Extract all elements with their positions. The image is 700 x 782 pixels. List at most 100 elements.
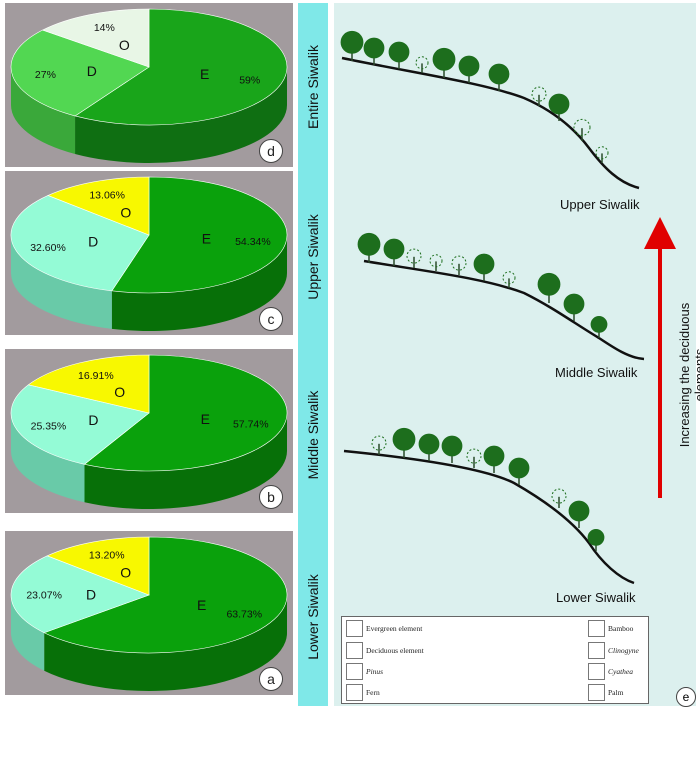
slice-pct-O: 14%: [94, 22, 115, 34]
slice-code-O: O: [119, 37, 130, 53]
pie-panel-d: E 59% D 27% O 14% d: [5, 3, 293, 167]
pie-slice-D: [10, 195, 150, 292]
bamboo-icon: [588, 620, 605, 637]
terrain-lower: [343, 449, 635, 585]
slice-pct-D: 23.07%: [26, 589, 62, 601]
panel-badge-c: c: [259, 307, 283, 331]
evergreen-tree: [388, 41, 410, 63]
evergreen-tree: [590, 315, 608, 333]
evergreen-tree: [508, 457, 530, 479]
deciduous-tree: [429, 254, 443, 268]
pie-panel-c: E 54.34% D 32.60% O 13.06% c: [5, 171, 293, 335]
legend-fern: Fern: [366, 688, 380, 697]
evergreen-tree: [340, 30, 364, 54]
terrain-middle: [363, 259, 645, 361]
slice-pct-O: 13.06%: [89, 190, 125, 202]
terrain-upper: [341, 56, 640, 190]
slice-pct-E: 59%: [239, 74, 260, 86]
slice-code-O: O: [120, 205, 131, 221]
scene-label-upper: Upper Siwalik: [560, 197, 640, 212]
strip-label-lower: Lower Siwalik: [305, 574, 321, 660]
slice-pct-O: 16.91%: [78, 370, 114, 382]
legend-evergreen: Evergreen element: [366, 624, 423, 633]
evergreen-tree: [548, 93, 570, 115]
pie-slice-E: [111, 176, 288, 294]
scene-label-middle: Middle Siwalik: [555, 365, 638, 380]
fern-icon: [346, 684, 363, 701]
slice-pct-D: 25.35%: [31, 421, 67, 433]
pie-slice-E: [83, 354, 288, 472]
tree-group: [340, 30, 609, 551]
deciduous-tree: [573, 118, 591, 136]
deciduous-tree-icon: [346, 642, 363, 659]
panel-badge-d: d: [259, 139, 283, 163]
pie-side-E: [84, 413, 288, 509]
evergreen-tree: [563, 293, 585, 315]
slice-code-D: D: [86, 587, 96, 603]
pie-chart-c: E 54.34% D 32.60% O 13.06%: [10, 176, 288, 331]
pie-slice-E: [74, 8, 288, 126]
evergreen-tree: [357, 232, 381, 256]
slice-code-E: E: [201, 411, 210, 427]
clinogyne-icon: [588, 642, 605, 659]
slice-code-E: E: [197, 597, 206, 613]
scene-label-lower: Lower Siwalik: [556, 590, 636, 605]
pie-side-D: [11, 413, 85, 503]
pie-slice-O: [27, 354, 150, 414]
panel-badge-e: e: [676, 687, 696, 707]
pie-slice-E: [43, 536, 288, 654]
pie-side-D: [11, 595, 45, 671]
legend-bamboo: Bamboo: [608, 624, 634, 633]
slice-code-E: E: [202, 230, 211, 246]
pie-side-D: [11, 67, 76, 154]
pie-slice-D: [10, 384, 150, 465]
slice-pct-O: 13.20%: [89, 550, 125, 562]
slice-code-E: E: [200, 66, 209, 82]
slice-code-D: D: [88, 412, 98, 428]
deciduous-tree: [466, 448, 482, 464]
deciduous-tree: [502, 271, 516, 285]
legend-deciduous: Deciduous element: [366, 646, 424, 655]
evergreen-tree: [363, 37, 385, 59]
slice-pct-D: 32.60%: [30, 242, 66, 254]
evergreen-tree: [537, 272, 561, 296]
deciduous-tree: [415, 56, 429, 70]
pie-chart-a: E 63.73% D 23.07% O 13.20%: [10, 536, 288, 691]
pie-slice-D: [10, 29, 150, 117]
legend-palm: Palm: [608, 688, 624, 697]
evergreen-tree: [458, 55, 480, 77]
pie-panel-b: E 57.74% D 25.35% O 16.91% b: [5, 349, 293, 513]
pie-side-E: [111, 235, 287, 331]
evergreen-tree: [441, 435, 463, 457]
evergreen-tree: [473, 253, 495, 275]
pie-chart-b: E 57.74% D 25.35% O16.91%: [10, 354, 288, 509]
pie-chart-d: E 59% D 27% O 14%: [10, 8, 288, 163]
pie-slice-O: [47, 176, 150, 236]
slice-code-D: D: [88, 234, 98, 250]
pinus-icon: [346, 663, 363, 680]
slice-code-O: O: [114, 384, 125, 400]
evergreen-tree: [432, 47, 456, 71]
evergreen-tree-icon: [346, 620, 363, 637]
pie-panel-a: E 63.73% D 23.07% O 13.20% a: [5, 531, 293, 695]
slice-pct-E: 63.73%: [226, 608, 262, 620]
panel-badge-a: a: [259, 667, 283, 691]
palm-icon: [588, 684, 605, 701]
arrow-label: Increasing the deciduous elements: [677, 302, 700, 448]
legend: Evergreen element Deciduous element Pinu…: [341, 616, 649, 704]
evergreen-tree: [568, 500, 590, 522]
deciduous-tree: [551, 488, 567, 504]
evergreen-tree: [392, 427, 416, 451]
pie-slice-D: [10, 555, 150, 634]
vegetation-scenes: [340, 30, 676, 585]
evergreen-tree: [418, 433, 440, 455]
pie-side-E: [75, 67, 287, 163]
deciduous-tree: [371, 435, 387, 451]
deciduous-tree: [531, 86, 547, 102]
panel-badge-b: b: [259, 485, 283, 509]
legend-clinogyne: Clinogyne: [608, 646, 639, 655]
deciduous-tree: [451, 255, 467, 271]
slice-pct-D: 27%: [35, 69, 56, 81]
pie-side-D: [11, 235, 112, 329]
slice-code-O: O: [120, 565, 131, 581]
